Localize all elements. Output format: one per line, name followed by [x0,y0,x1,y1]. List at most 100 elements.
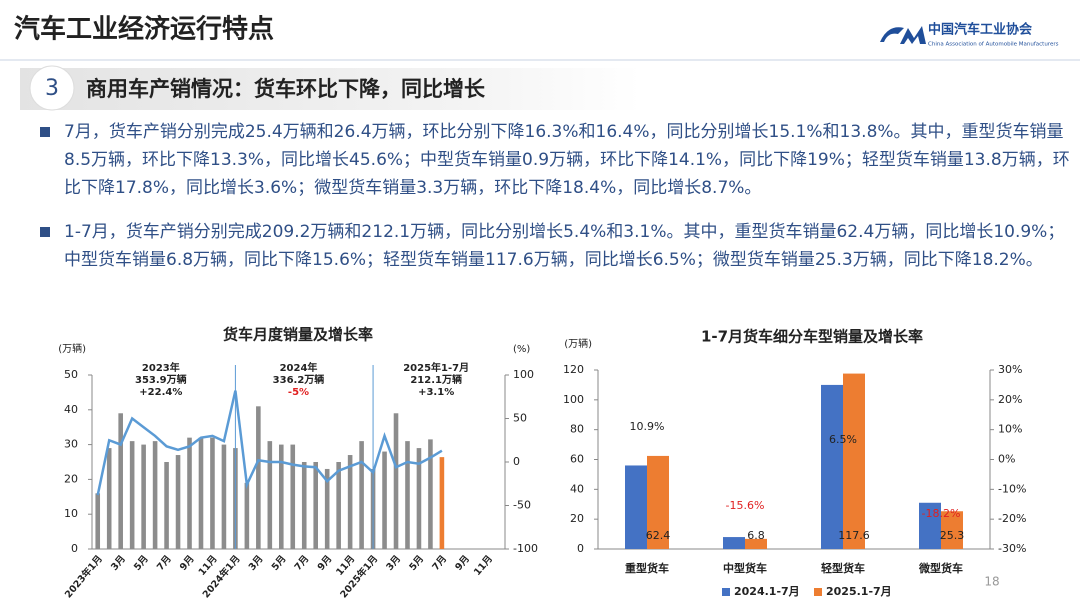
period-annotation: 212.1万辆 [410,373,462,386]
y-tick-label: 50 [64,368,78,381]
y-tick-label: 30 [64,438,78,451]
y2-tick-label: -20% [998,512,1026,525]
y2-tick-label: 50 [513,412,527,425]
x-tick-label: 3月 [247,553,266,572]
y-tick-label: 40 [570,482,584,495]
y-tick-label: 120 [563,363,584,376]
y-tick-label: 20 [64,472,78,485]
x-tick-label: 11月 [472,553,495,577]
y2-tick-label: -30% [998,542,1026,555]
bar [210,437,215,549]
bar [244,482,250,549]
chart-title: 货车月度销量及增长率 [223,326,373,344]
period-annotation: 2025年1-7月 [403,361,469,374]
section-title: 商用车产销情况：货车环比下降，同比增长 [86,77,486,101]
bar [187,437,192,549]
x-tick-label: 微型货车 [918,561,963,575]
bar [290,444,296,549]
monthly-chart: 货车月度销量及增长率 (万辆) (%) 0 10 20 30 40 50 -100 -50 0 50 10… [58,326,538,601]
x-tick-label: 中型货车 [723,561,767,575]
y-axis-label: (万辆) [58,342,86,355]
period-annotation: +3.1% [418,387,454,398]
bar [347,455,353,549]
logo-mark [880,26,926,44]
y2-tick-label: -50 [513,499,531,512]
bar [843,373,865,549]
bar [359,441,364,549]
bar [267,441,273,549]
value-label: 117.6 [838,529,870,542]
value-label: 25.3 [940,529,965,542]
bullet: 1-7月，货车产销分别完成209.2万辆和212.1万辆，同比分别增长5.4%和… [40,218,1074,274]
period-annotation: 2023年 [142,361,180,374]
x-tick-label: 9月 [316,553,335,572]
y-tick-label: 40 [64,403,78,416]
y2-tick-label: 0 [513,455,520,468]
y2-tick-label: 10% [998,423,1022,436]
bar [416,448,422,549]
legend-label: 2024.1-7月 [734,585,800,598]
segment-chart: 1-7月货车细分车型销量及增长率 (万辆) 0 20 40 60 80 100 120 -30% -… [563,328,1026,599]
growth-label: -15.6% [726,499,765,512]
y2-tick-label: 0% [998,453,1015,466]
y-tick-label: 60 [570,453,584,466]
bar [647,455,669,549]
bar [198,437,204,549]
y-tick-label: 20 [570,512,584,525]
x-tick-label: 5月 [270,553,289,572]
y2-tick-label: -10% [998,482,1026,495]
bar [625,465,647,549]
page-number: 18 [984,575,999,589]
logo-en: China Association of Automobile Manufact… [928,42,1059,48]
section-badge [29,65,75,111]
y2-tick-label: 100 [513,368,534,381]
bullet: 7月，货车产销分别完成25.4万辆和26.4万辆，环比分别下降16.3%和16.… [40,118,1074,202]
y-tick-label: 80 [570,423,584,436]
x-tick-label: 3月 [109,553,128,572]
x-tick-label: 重型货车 [625,561,669,575]
period-annotation: 336.2万辆 [273,373,325,386]
section-number: 3 [45,76,59,101]
bar [919,502,941,549]
bar [95,493,101,549]
x-tick-label: 7月 [430,553,449,572]
x-tick-label: 9月 [453,553,472,572]
bar [745,538,767,549]
x-tick-label: 3月 [384,553,403,572]
y-tick-label: 0 [71,542,78,555]
y-tick-label: 10 [64,507,78,520]
y2-tick-label: 30% [998,363,1022,376]
bar [336,462,341,549]
x-tick-label: 7月 [293,553,312,572]
legend-swatch [814,588,822,596]
bar [941,511,963,549]
period-annotation: 2024年 [280,361,318,374]
x-tick-label: 轻型货车 [821,561,865,575]
bar [393,413,399,549]
bar [301,462,307,549]
bar [278,444,284,549]
bar [106,448,112,549]
x-tick-label: 5月 [132,553,151,572]
y-tick-label: 100 [563,393,584,406]
bar [405,441,410,549]
y-tick-label: 0 [577,542,584,555]
value-label: 6.8 [747,529,765,542]
period-annotation: +22.4% [139,387,182,398]
value-label: 62.4 [646,529,671,542]
bar [382,451,387,549]
growth-label: 10.9% [630,420,665,433]
logo-cn: 中国汽车工业协会 [928,22,1033,38]
bar [175,455,181,549]
y2-tick-label: 20% [998,393,1022,406]
bar [821,384,843,549]
bar [313,462,319,549]
x-tick-label: 2023年1月 [62,553,105,601]
x-tick-label: 7月 [155,553,174,572]
bar [152,441,158,549]
bar [141,444,146,549]
bar [439,457,445,549]
y2-tick-label: -100 [513,542,538,555]
